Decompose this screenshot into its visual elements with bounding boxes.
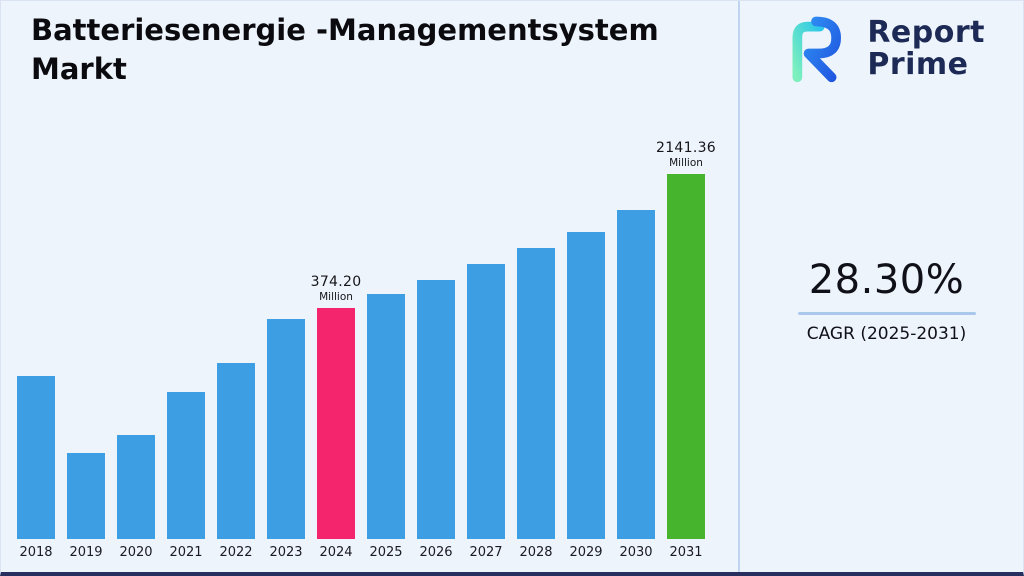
bar-group-2026: 2026 (417, 280, 455, 560)
x-axis-label-2024: 2024 (319, 545, 353, 560)
bar-group-2023: 2023 (267, 319, 305, 560)
x-axis-label-2031: 2031 (669, 545, 703, 560)
bar-2027 (467, 264, 505, 539)
bar-group-2021: 2021 (167, 392, 205, 560)
x-axis-label-2021: 2021 (169, 545, 203, 560)
bar-2024 (317, 308, 355, 539)
bar-group-2031: 2141.36 Million 2031 (656, 140, 716, 560)
page-title: Batteriesenergie -Managementsystem Markt (31, 13, 659, 87)
x-axis-label-2027: 2027 (469, 545, 503, 560)
bar-group-2028: 2028 (517, 248, 555, 560)
vertical-divider (738, 1, 740, 572)
bar-2025 (367, 294, 405, 539)
bar-group-2030: 2030 (617, 210, 655, 560)
bar-2023 (267, 319, 305, 539)
bar-group-2019: 2019 (67, 453, 105, 560)
bar-chart: 2018 2019 2020 2021 2022 2023 374.20 Million 202… (17, 140, 716, 560)
report-prime-logo-icon (792, 16, 842, 83)
bar-2026 (417, 280, 455, 539)
bar-group-2027: 2027 (467, 264, 505, 560)
bar-group-2029: 2029 (567, 232, 605, 560)
cagr-label: CAGR (2025-2031) (806, 324, 967, 344)
bar-2028 (517, 248, 555, 539)
cagr-value: 28.30% (808, 257, 965, 303)
x-axis-label-2023: 2023 (269, 545, 303, 560)
logo-word-prime: Prime (867, 47, 969, 82)
bar-group-2024: 374.20 Million 2024 (311, 274, 361, 560)
bar-2029 (567, 232, 605, 539)
x-axis-label-2028: 2028 (519, 545, 553, 560)
bar-group-2022: 2022 (217, 363, 255, 560)
x-axis-label-2025: 2025 (369, 545, 403, 560)
report-prime-logo: Report Prime (775, 11, 985, 87)
bar-2020 (117, 435, 155, 539)
bar-2031 (667, 174, 705, 539)
bar-2030 (617, 210, 655, 539)
x-axis-label-2022: 2022 (219, 545, 253, 560)
bar-2021 (167, 392, 205, 539)
bar-value-label-2031: 2141.36 Million (656, 140, 716, 169)
x-axis-label-2026: 2026 (419, 545, 453, 560)
logo-word-report: Report (867, 14, 985, 50)
bar-2018 (17, 376, 55, 539)
bar-2022 (217, 363, 255, 539)
x-axis-label-2020: 2020 (119, 545, 153, 560)
x-axis-label-2030: 2030 (619, 545, 653, 560)
report-prime-logo-text: Report Prime (867, 14, 985, 82)
bar-value-label-2024: 374.20 Million (310, 274, 362, 303)
x-axis-label-2018: 2018 (19, 545, 53, 560)
bar-2019 (67, 453, 105, 539)
x-axis-label-2019: 2019 (69, 545, 103, 560)
bar-group-2018: 2018 (17, 376, 55, 560)
bar-group-2020: 2020 (117, 435, 155, 560)
cagr-panel: 28.30% CAGR (2025-2031) (794, 257, 979, 344)
bar-group-2025: 2025 (367, 294, 405, 560)
cagr-underline (797, 312, 976, 315)
x-axis-label-2029: 2029 (569, 545, 603, 560)
